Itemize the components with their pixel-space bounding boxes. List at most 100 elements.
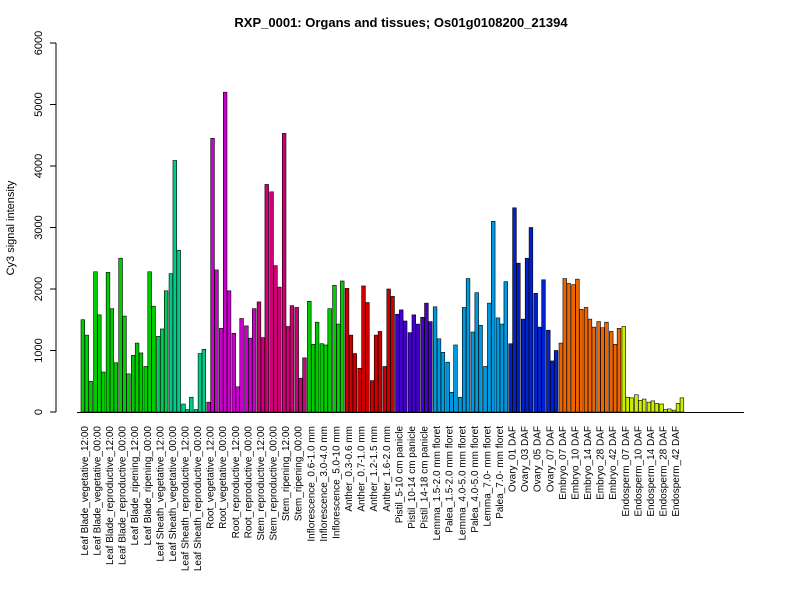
bar — [101, 371, 106, 413]
bar — [420, 316, 425, 413]
x-tick-label: Anther_1.2-1.5 mm — [369, 426, 380, 512]
x-tick-label: Embryo_07 DAF — [558, 426, 569, 500]
bar — [654, 403, 659, 413]
bar — [168, 273, 174, 413]
bar — [382, 366, 387, 413]
bar — [424, 302, 429, 413]
bar — [109, 308, 115, 413]
bar — [483, 366, 488, 413]
bar — [499, 323, 505, 413]
bar — [445, 361, 450, 413]
bar — [449, 392, 454, 413]
bar — [264, 184, 269, 413]
bar — [629, 397, 634, 413]
bar — [487, 302, 492, 413]
bar — [411, 314, 416, 413]
bar — [663, 409, 668, 413]
bar — [558, 342, 564, 413]
bar — [667, 408, 672, 413]
bar — [105, 272, 111, 413]
bar — [609, 331, 614, 413]
bar — [612, 344, 618, 413]
bar — [428, 321, 433, 413]
x-tick-label: Root_vegetative_12:00 — [206, 426, 217, 529]
bar — [172, 160, 177, 413]
bar — [591, 326, 597, 413]
bar — [638, 400, 643, 413]
bar — [210, 138, 215, 413]
bar — [131, 355, 136, 413]
bar — [520, 318, 526, 413]
bar — [88, 380, 93, 413]
bars-group — [80, 91, 685, 413]
x-tick-label: Embryo_10 DAF — [570, 426, 581, 500]
bar — [402, 320, 408, 413]
bar — [671, 409, 677, 413]
x-tick-label: Inflorescence_0.6-1.0 mm — [306, 426, 317, 542]
bar — [432, 306, 438, 413]
bar — [436, 338, 442, 413]
bar — [679, 397, 685, 413]
y-axis: 0 1000 2000 3000 4000 5000 6000 — [33, 31, 57, 415]
bar — [579, 308, 584, 413]
x-tick-label: Leaf Sheath_vegetative_00:00 — [168, 426, 179, 562]
bar — [298, 377, 303, 413]
x-tick-label: Stem_reproductive_12:00 — [256, 426, 267, 541]
x-tick-label: Endosperm_28 DAF — [659, 426, 670, 517]
y-tick-label: 1000 — [33, 338, 45, 362]
bar — [377, 331, 383, 413]
bar — [163, 290, 169, 413]
bar — [365, 302, 370, 413]
bar — [93, 271, 98, 413]
bar — [277, 286, 282, 413]
bar — [206, 401, 211, 413]
bar — [181, 403, 186, 413]
bar — [453, 344, 458, 413]
bar — [176, 249, 181, 413]
bar — [235, 386, 240, 413]
bar — [97, 314, 102, 413]
x-tick-label: Endosperm_10 DAF — [633, 426, 644, 517]
bar — [503, 281, 508, 413]
bar — [566, 283, 571, 413]
bar — [201, 348, 207, 413]
x-tick-label: Anther_0.3-0.6 mm — [344, 426, 355, 512]
x-tick-label: Embryo_28 DAF — [596, 426, 607, 500]
bar — [185, 409, 190, 413]
bar — [621, 326, 626, 413]
bar — [327, 308, 332, 413]
bar — [440, 352, 446, 413]
x-tick-label: Embryo_14 DAF — [583, 426, 594, 500]
x-tick-label: Ovary_07 DAF — [545, 426, 556, 492]
bar — [307, 300, 312, 413]
bar — [491, 221, 496, 413]
bar — [256, 301, 262, 413]
x-tick-label: Root_vegetative_00:00 — [218, 426, 229, 529]
bar — [151, 305, 156, 413]
bar — [156, 336, 161, 413]
x-tick-label: Lemma_7.0- mm floret — [482, 426, 493, 527]
bar — [244, 325, 249, 413]
bar — [625, 396, 630, 413]
x-tick-label: Pistil_5-10 cm panicle — [394, 426, 405, 524]
bar — [189, 396, 194, 413]
bar — [537, 326, 542, 413]
bar — [214, 269, 219, 413]
bar — [373, 334, 379, 413]
y-tick-label: 5000 — [33, 92, 45, 116]
bar — [508, 343, 513, 413]
bar — [294, 307, 299, 413]
x-tick-label: Palea_4.0-5.0 mm floret — [470, 426, 481, 533]
x-tick-label: Leaf Blade_vegetative_12:00 — [80, 426, 91, 556]
bar — [546, 329, 551, 413]
bar — [524, 257, 530, 413]
bar — [533, 293, 538, 413]
bar — [516, 262, 521, 413]
x-tick-label: Anther_0.7-1.0 mm — [357, 426, 368, 512]
bar — [332, 285, 337, 413]
y-tick-label: 2000 — [33, 277, 45, 301]
bar — [461, 307, 467, 413]
bar — [118, 257, 123, 413]
bar — [344, 288, 350, 413]
x-tick-label: Leaf Blade_reproductive_12:00 — [105, 426, 116, 565]
